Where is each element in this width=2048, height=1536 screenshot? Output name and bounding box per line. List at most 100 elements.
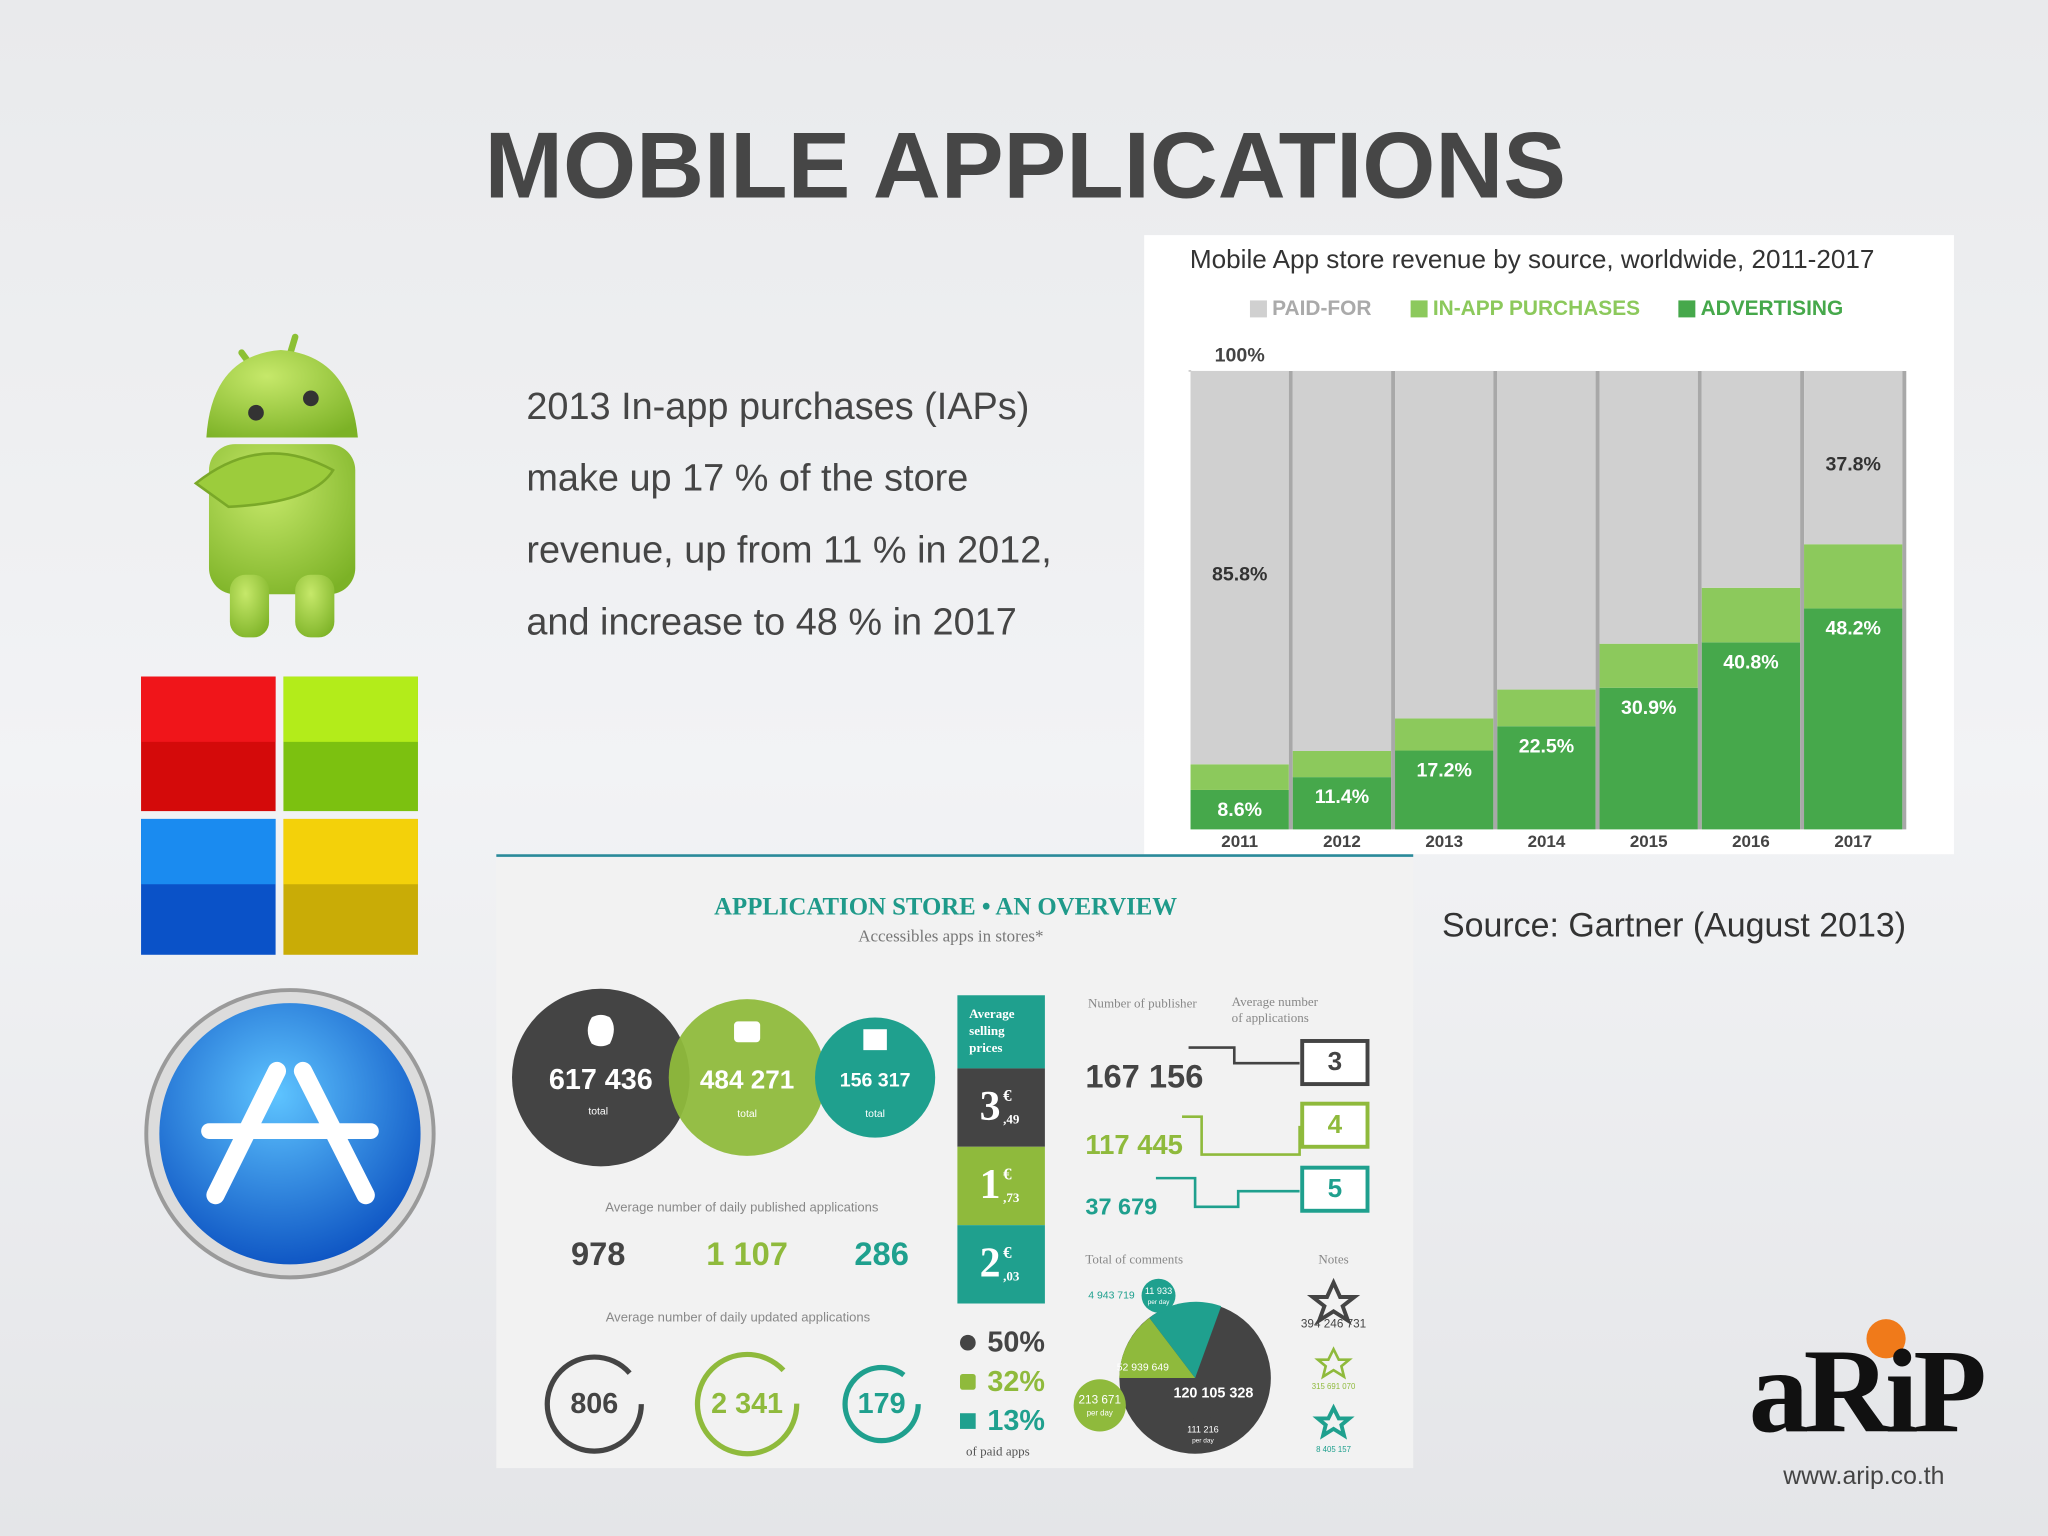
bar-segment [1292, 777, 1392, 830]
price-box [957, 1146, 1045, 1226]
per-day: 213 671 [1079, 1393, 1121, 1406]
prices-header: selling [969, 1023, 1005, 1038]
slide-title: MOBILE APPLICATIONS [485, 112, 1566, 217]
price-whole: 3 [980, 1084, 1001, 1130]
info-subtitle: Accessibles apps in stores* [858, 927, 1043, 946]
price-unit: € [1003, 1243, 1012, 1262]
windows-glyph [960, 1413, 976, 1429]
notes: 8 405 157 [1316, 1445, 1351, 1454]
total-label: total [588, 1106, 608, 1117]
value-label: 22.5% [1519, 735, 1575, 757]
updated: 806 [570, 1388, 618, 1420]
windows-circle [815, 1017, 936, 1138]
bar-segment [1190, 789, 1289, 830]
bar-segment [1804, 544, 1903, 609]
paid-share: 32% [987, 1366, 1044, 1398]
windows-glyph [863, 1029, 887, 1051]
value-label: 48.2% [1825, 617, 1881, 639]
x-tick-label: 2015 [1630, 832, 1668, 851]
android-icon [193, 333, 358, 638]
legend-label: PAID-FOR [1272, 297, 1371, 320]
value-label: 37.8% [1825, 454, 1881, 476]
caption: Total of comments [1085, 1251, 1183, 1266]
paid-share: 13% [987, 1405, 1044, 1437]
apple-glyph [587, 1014, 614, 1047]
bar-segment [1395, 370, 1494, 719]
prices-header: prices [969, 1040, 1002, 1055]
value-label: 8.6% [1217, 799, 1262, 821]
apps-per-publisher: 4 [1328, 1109, 1343, 1139]
body-line: and increase to 48 % in 2017 [526, 601, 1016, 643]
bar-segment [1701, 642, 1801, 830]
published: 286 [854, 1235, 908, 1272]
caption: Average number [1232, 994, 1319, 1009]
per-day-bubble [1073, 1379, 1126, 1432]
per-day-bubble [1184, 1415, 1222, 1453]
android-circle [668, 999, 826, 1156]
bar-segment [1395, 750, 1494, 830]
android-glyph [960, 1374, 976, 1390]
star [1306, 1277, 1361, 1326]
per-day: 11 933 [1145, 1286, 1172, 1296]
x-tick-label: 2016 [1732, 832, 1770, 851]
published: 978 [571, 1235, 625, 1272]
source: Source: Gartner (August 2013) [1442, 906, 1906, 944]
updated-ring [544, 1354, 644, 1454]
updated-ring [842, 1364, 921, 1444]
value-label: 85.8% [1212, 564, 1268, 586]
windows-icon [141, 676, 418, 955]
price-cents: ,73 [1003, 1190, 1020, 1205]
bar-segment [1190, 370, 1289, 765]
apps-per-publisher: 5 [1328, 1173, 1343, 1203]
laptop [1300, 1039, 1370, 1087]
y-tick-label: 100% [1215, 345, 1265, 367]
comments: 52 939 649 [1117, 1362, 1169, 1373]
body-line: make up 17 % of the store [526, 458, 968, 500]
updated-ring [694, 1351, 800, 1457]
chart-title: Mobile App store revenue by source, worl… [1190, 244, 1875, 274]
star [1312, 1403, 1355, 1440]
x-tick-label: 2013 [1425, 832, 1463, 851]
logo: aRiP [1749, 1325, 1984, 1458]
publishers: 37 679 [1085, 1193, 1157, 1219]
total: 156 317 [840, 1070, 911, 1092]
per-day: 111 216 [1187, 1425, 1219, 1435]
bar-segment [1497, 689, 1596, 727]
x-tick-label: 2014 [1528, 832, 1566, 851]
caption: Notes [1318, 1251, 1348, 1266]
bar-segment [1599, 687, 1698, 830]
appstore-icon [144, 988, 436, 1280]
bar-segment [1599, 643, 1698, 688]
bar-segment [1599, 370, 1698, 644]
value-label: 30.9% [1621, 697, 1677, 719]
publishers: 167 156 [1085, 1057, 1203, 1094]
updated: 2 341 [711, 1388, 783, 1420]
legend-swatch [1678, 300, 1696, 318]
updated: 179 [858, 1388, 906, 1420]
legend-swatch [1410, 300, 1428, 318]
publishers: 117 445 [1085, 1129, 1183, 1160]
bar-segment [1701, 370, 1801, 588]
caption: Average number of daily published applic… [605, 1200, 879, 1215]
bar-segment [1497, 726, 1596, 830]
legend-swatch [1249, 300, 1267, 318]
price-whole: 2 [980, 1241, 1001, 1287]
price-box [957, 1068, 1045, 1147]
value-label: 40.8% [1723, 651, 1779, 673]
price-whole: 1 [980, 1162, 1001, 1208]
apple-glyph [960, 1334, 976, 1351]
body-text: 2013 In-app purchases (IAPs) make up 17 … [526, 386, 1051, 644]
website: www.arip.co.th [1782, 1463, 1944, 1490]
bar-segment [1804, 608, 1903, 830]
comments-slice [1119, 1317, 1196, 1378]
bar-segment [1190, 764, 1289, 790]
per-day-label: per day [1192, 1437, 1214, 1444]
comments: 4 943 719 [1088, 1290, 1135, 1301]
published: 1 107 [706, 1235, 788, 1272]
bar-segment [1804, 370, 1903, 545]
prices-header-box [957, 995, 1045, 1069]
logo-dot [1866, 1319, 1906, 1359]
caption: of paid apps [966, 1443, 1030, 1458]
